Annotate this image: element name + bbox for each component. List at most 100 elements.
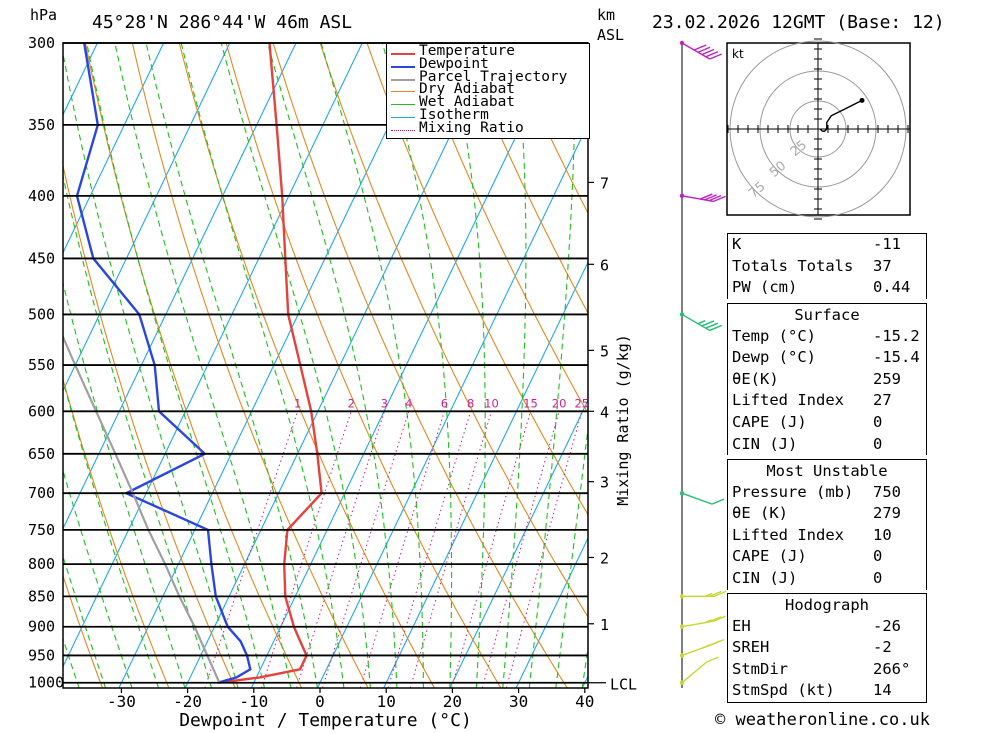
wind-barb-flag [709,53,722,60]
mixing-ratio-line [296,411,385,688]
dry-adiabat-line [131,43,369,688]
wind-barb-half [697,320,706,325]
wind-barb [679,40,722,60]
wind-barb [679,656,719,685]
wet-adiabat-line [502,43,527,688]
mixing-ratio-label: 3 [381,396,388,410]
mu-pressure-value: 750 [873,482,901,501]
km-tick-label: 7 [600,174,609,192]
surface-dewp-value: -15.4 [873,348,920,367]
isotherm-line [449,398,588,688]
wind-barb-flag [713,195,726,203]
wind-barb-flag [701,48,715,56]
x-axis-title: Dewpoint / Temperature (°C) [179,710,472,731]
mixing-ratio-label: 20 [552,396,567,410]
wind-barb-half [704,592,713,598]
k-index-label: K [732,235,742,253]
mu-theta-label: θE (K) [732,504,788,523]
mixing-ratio-axis-title: Mixing Ratio (g/kg) [614,334,632,506]
wind-barb-flag [701,320,715,327]
pressure-tick-label: 950 [28,646,55,664]
temperature-tick-label: 40 [575,692,594,711]
hodograph-trace [819,99,863,132]
wet-adiabat-line [63,173,213,688]
wind-barb-half [704,619,712,624]
most-unstable-table: Most Unstable Pressure (mb) 750 θE (K) 279… [727,459,927,590]
pressure-tick-label: 350 [28,116,55,134]
dry-adiabat-line [413,43,588,415]
surface-cin-value: 0 [873,434,883,453]
mixing-ratio-label: 8 [467,396,474,410]
temperature-tick-label: 20 [443,692,462,711]
legend-item-temperature: Temperature [387,44,589,60]
legend-item-isotherm: Isotherm [387,108,589,124]
chart-legend: Temperature Dewpoint Parcel Trajectory D… [386,43,590,139]
wet-adiabat-line [555,423,588,688]
mixing-ratio-label: 6 [441,396,448,410]
wet-adiabat-line [320,43,424,688]
eh-label: EH [732,616,751,635]
mixing-ratio-line [204,411,299,688]
indices-table: K -11 Totals Totals 37 PW (cm) 0.44 [727,233,927,299]
mixing-ratio-label: 4 [405,396,412,410]
mixing-ratio-line [321,411,410,688]
wind-barb-half [703,643,711,649]
mixing-ratio-label: 2 [348,396,355,410]
eh-value: -26 [873,616,901,635]
mixing-ratio-line [359,411,445,688]
mixing-ratio-line [261,411,352,688]
km-tick-label: 6 [600,256,609,274]
mixing-ratio-label: 10 [484,396,499,410]
wind-barb [679,312,722,332]
pressure-tick-label: 900 [28,618,55,636]
wind-barb-dot [679,490,685,496]
dry-adiabat-line [366,43,588,516]
most-unstable-title: Most Unstable [766,462,888,480]
dry-adiabat-line [930,43,1000,688]
wind-barb-flag [704,194,717,201]
wind-barb-flag [711,498,725,505]
mu-cape-value: 0 [873,547,883,566]
surface-temp-value: -15.2 [873,326,920,345]
wind-barb-flag [708,616,722,623]
temperature-tick-label: 0 [315,692,325,711]
mixing-ratio-line [505,411,583,688]
stmdir-value: 266° [873,659,911,678]
dry-adiabat-line [63,573,104,688]
dry-adiabat-line [272,43,568,688]
hodograph-end-dot [859,97,865,103]
stmspd-label: StmSpd (kt) [732,681,835,700]
dry-adiabat-line [319,43,588,618]
wind-barb [679,638,725,658]
pressure-tick-label: 1000 [28,674,64,692]
temperature-tick-label: -10 [239,692,268,711]
pressure-tick-label: 500 [28,305,55,323]
mixing-ratio-label: 1 [294,396,301,410]
wind-barb-flag [713,590,727,598]
wind-barb-dot [679,624,685,629]
copyright-text: © weatheronline.co.uk [715,710,930,730]
plot-frame [62,42,589,689]
wet-adiabat-line [63,378,160,688]
wind-barb-staff [681,661,707,684]
wind-barb-staff [681,313,711,332]
pressure-tick-label: 800 [28,555,55,573]
surface-cin-label: CIN (J) [732,434,798,453]
dry-adiabat-line [460,43,588,315]
legend-item-dewpoint: Dewpoint [387,56,589,73]
dry-adiabat-line [84,43,303,688]
wind-barb-flag [706,656,719,663]
wind-barb [679,590,727,599]
wind-barb-flag [709,590,722,598]
wet-adiabat-line [145,43,319,688]
pressure-tick-label: 550 [28,356,55,374]
stmspd-value: 14 [873,681,892,700]
wind-barb-staff [681,492,713,505]
wind-barb-dot [679,594,685,599]
mixing-ratio-line [387,411,472,688]
pw-value: 0.44 [873,278,911,297]
mu-cape-label: CAPE (J) [732,547,807,566]
km-tick-label: 4 [600,403,609,421]
